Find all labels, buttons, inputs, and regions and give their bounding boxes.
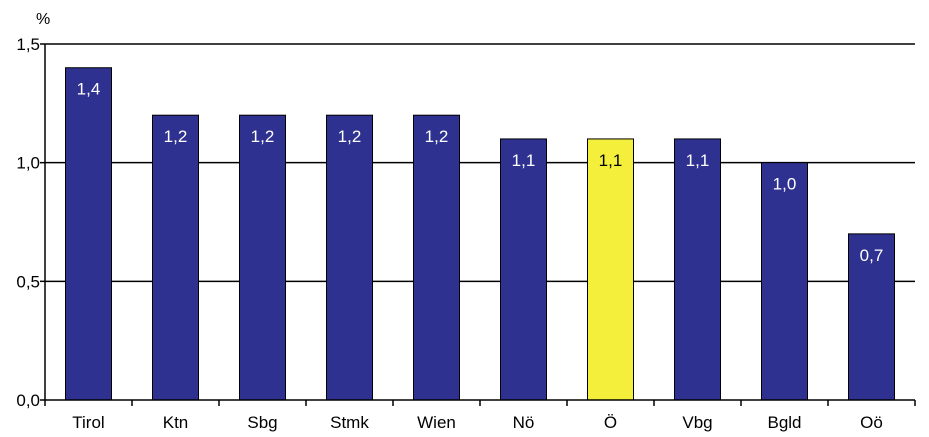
x-tick-label: Wien bbox=[417, 413, 456, 432]
x-tick-label: Ktn bbox=[163, 413, 189, 432]
bar bbox=[152, 114, 199, 401]
bar bbox=[500, 138, 547, 401]
y-tick-label: 0,0 bbox=[16, 391, 40, 410]
bar-value-label: 0,7 bbox=[860, 246, 884, 265]
x-tick-labels: Tirol Ktn Sbg Stmk Wien Nö Ö Vbg Bgld Oö bbox=[72, 413, 883, 432]
bars: 1,4 1,2 1,2 1,2 1,2 1,1 1,1 1,1 1,0 0,7 bbox=[65, 67, 895, 401]
y-tick-labels: 0,0 0,5 1,0 1,5 bbox=[16, 35, 40, 410]
y-tick-label: 1,0 bbox=[16, 154, 40, 173]
x-tick-label: Tirol bbox=[72, 413, 104, 432]
bar bbox=[239, 114, 286, 401]
axes bbox=[40, 43, 916, 406]
x-tick-label: Nö bbox=[513, 413, 535, 432]
y-axis-unit-label: % bbox=[36, 11, 50, 28]
bar bbox=[848, 233, 895, 401]
y-tick-label: 1,5 bbox=[16, 35, 40, 54]
bar-value-label: 1,2 bbox=[251, 127, 275, 146]
bar bbox=[65, 67, 112, 401]
bar-value-label: 1,0 bbox=[773, 175, 797, 194]
bar-value-label: 1,4 bbox=[77, 80, 101, 99]
bar-value-label: 1,2 bbox=[164, 127, 188, 146]
bar-value-label: 1,2 bbox=[338, 127, 362, 146]
bar bbox=[413, 114, 460, 401]
y-tick-label: 0,5 bbox=[16, 272, 40, 291]
bar-value-label: 1,1 bbox=[599, 151, 623, 170]
bar-value-label: 1,1 bbox=[686, 151, 710, 170]
x-tick-label: Oö bbox=[860, 413, 883, 432]
x-tick-label: Bgld bbox=[767, 413, 801, 432]
x-tick-label: Ö bbox=[604, 413, 617, 432]
bar-value-label: 1,2 bbox=[425, 127, 449, 146]
bar bbox=[674, 138, 721, 401]
x-tick-label: Stmk bbox=[330, 413, 369, 432]
bar bbox=[587, 138, 634, 401]
bar bbox=[761, 162, 808, 401]
x-tick-label: Vbg bbox=[682, 413, 712, 432]
bar bbox=[326, 114, 373, 401]
bar-value-label: 1,1 bbox=[512, 151, 536, 170]
x-tick-label: Sbg bbox=[247, 413, 277, 432]
